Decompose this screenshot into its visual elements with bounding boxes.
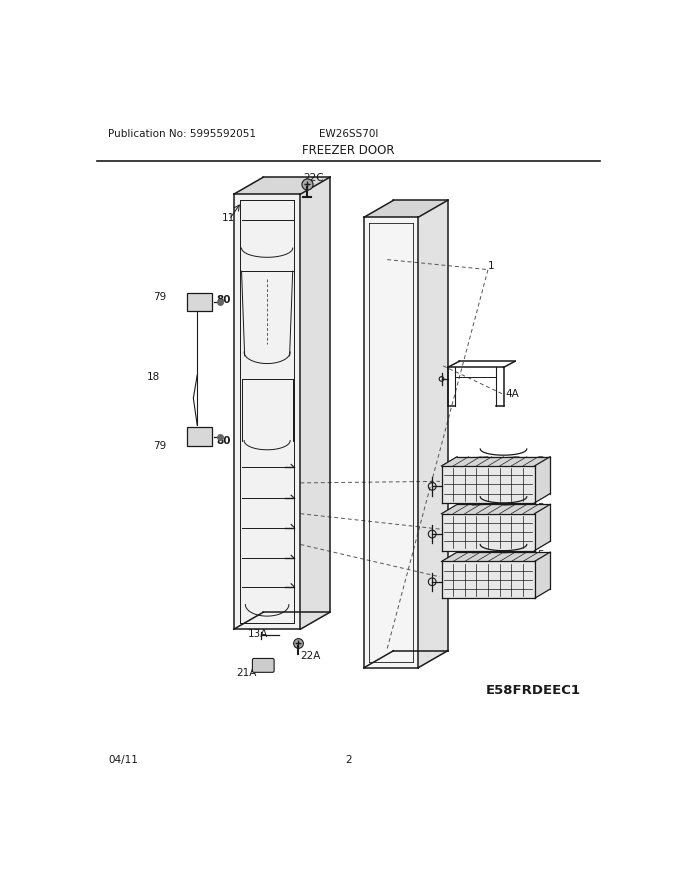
- Text: EW26SS70I: EW26SS70I: [319, 128, 378, 139]
- Text: 1: 1: [488, 260, 494, 271]
- Polygon shape: [364, 217, 418, 668]
- Text: 04/11: 04/11: [108, 755, 138, 765]
- Text: 79: 79: [153, 291, 167, 302]
- Polygon shape: [441, 504, 550, 514]
- Text: 11: 11: [222, 213, 235, 223]
- Polygon shape: [301, 177, 330, 629]
- Bar: [187, 428, 212, 446]
- Polygon shape: [441, 514, 534, 551]
- Text: 13A: 13A: [248, 629, 268, 639]
- Text: 79: 79: [153, 441, 167, 451]
- Text: Publication No: 5995592051: Publication No: 5995592051: [108, 128, 256, 139]
- Polygon shape: [418, 201, 447, 668]
- Polygon shape: [441, 457, 550, 466]
- Polygon shape: [364, 201, 447, 217]
- Polygon shape: [534, 457, 550, 502]
- Polygon shape: [234, 177, 330, 194]
- Polygon shape: [441, 553, 550, 561]
- Text: 2: 2: [345, 755, 352, 765]
- Text: 21A: 21A: [236, 668, 256, 678]
- Text: 4A: 4A: [506, 389, 520, 400]
- Text: 80: 80: [217, 295, 231, 304]
- Text: E58FRDEEC1: E58FRDEEC1: [486, 685, 581, 697]
- Polygon shape: [441, 466, 534, 502]
- Text: FREEZER DOOR: FREEZER DOOR: [302, 144, 395, 158]
- Polygon shape: [534, 553, 550, 598]
- Polygon shape: [441, 561, 534, 598]
- Text: 22C: 22C: [303, 173, 324, 183]
- Text: 18: 18: [147, 371, 160, 382]
- Text: 5: 5: [538, 503, 544, 513]
- Text: 5: 5: [538, 550, 544, 561]
- Polygon shape: [534, 504, 550, 551]
- Polygon shape: [234, 194, 301, 629]
- Bar: [187, 293, 212, 312]
- Text: 22A: 22A: [301, 651, 321, 661]
- Text: 80: 80: [217, 436, 231, 446]
- Text: 5: 5: [538, 457, 544, 466]
- FancyBboxPatch shape: [252, 658, 274, 672]
